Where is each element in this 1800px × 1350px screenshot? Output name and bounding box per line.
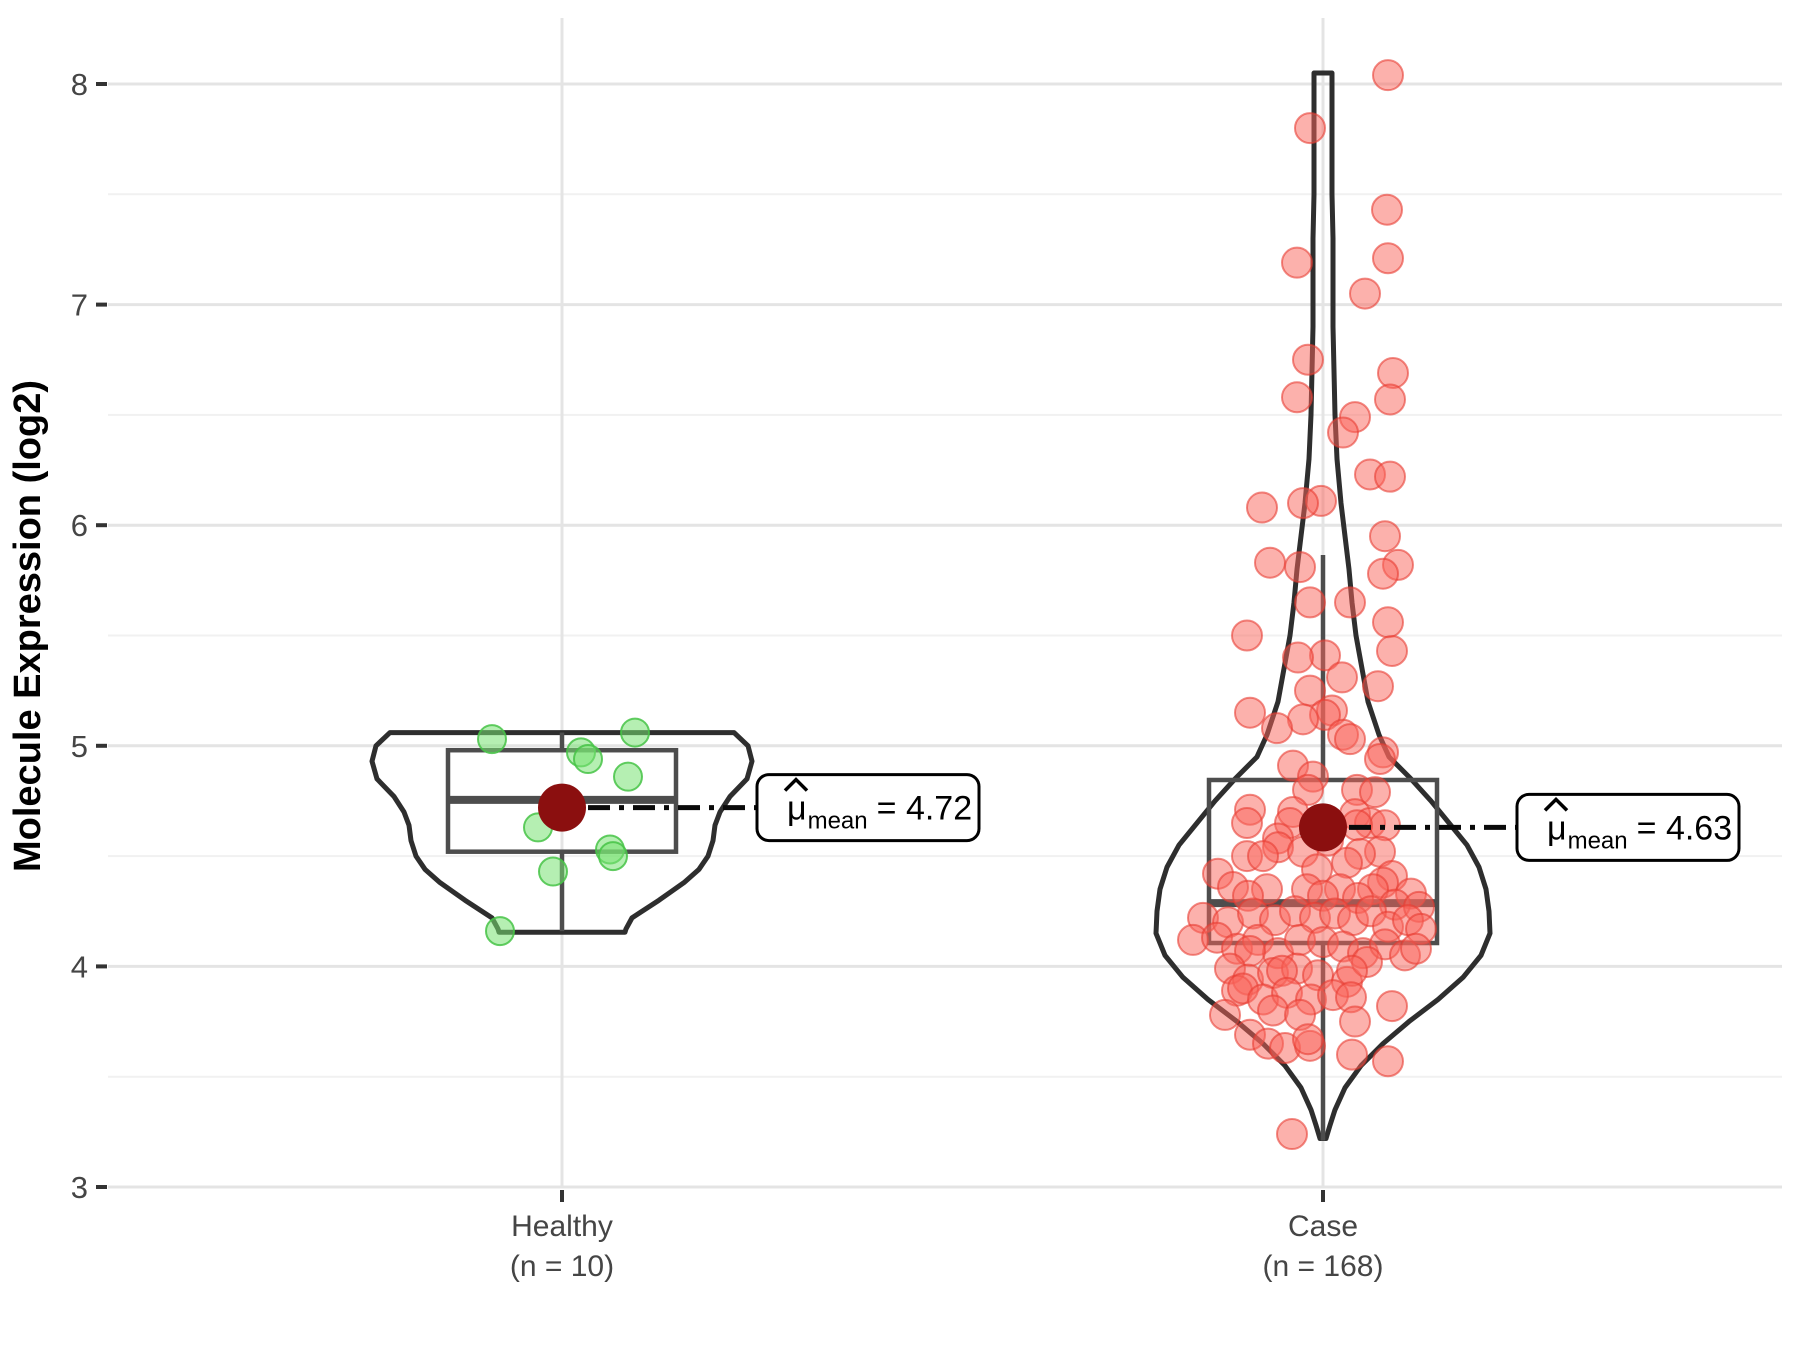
x-axis-sublabel-healthy: (n = 10)	[510, 1250, 614, 1283]
x-axis-label-healthy: Healthy	[511, 1210, 613, 1243]
mean-dot-case	[1299, 803, 1347, 852]
annotation-box-case	[1515, 792, 1741, 862]
x-axis-label-case: Case	[1288, 1210, 1358, 1243]
violin-healthy	[369, 730, 755, 935]
jitter-point-case	[1276, 1118, 1308, 1151]
jitter-point-case	[1367, 557, 1399, 590]
mu-hat-icon	[783, 777, 809, 792]
jitter-point-case	[1372, 242, 1404, 275]
jitter-point-case	[1284, 551, 1316, 584]
jitter-point-case	[1374, 460, 1406, 493]
jitter-point-case	[1377, 356, 1409, 389]
jitter-point-case	[1327, 416, 1359, 449]
jitter-point-case	[1364, 743, 1396, 776]
jitter-point-case	[1282, 641, 1314, 674]
jitter-point-healthy	[598, 841, 628, 872]
jitter-point-healthy	[620, 717, 650, 748]
jitter-point-case	[1231, 619, 1263, 652]
jitter-point-case	[1374, 383, 1406, 416]
jitter-point-case	[1376, 634, 1408, 667]
jitter-point-case	[1247, 840, 1279, 873]
jitter-point-case	[1336, 954, 1368, 987]
jitter-point-case	[1326, 661, 1358, 694]
jitter-point-case	[1331, 846, 1363, 879]
jitter-point-case	[1209, 998, 1241, 1031]
jitter-point-case	[1372, 59, 1404, 92]
jitter-point-healthy	[485, 916, 515, 947]
jitter-point-healthy	[538, 856, 568, 887]
jitter-point-case	[1336, 1038, 1368, 1071]
y-tick-label: 6	[71, 508, 88, 543]
jitter-point-case	[1294, 112, 1326, 145]
jitter-point-case	[1231, 807, 1263, 840]
jitter-point-case	[1292, 343, 1324, 376]
jitter-point-case	[1287, 487, 1319, 520]
jitter-point-case	[1257, 994, 1289, 1027]
jitter-point-case	[1362, 670, 1394, 703]
jitter-point-case	[1369, 520, 1401, 553]
jitter-point-case	[1359, 776, 1391, 809]
jitter-point-case	[1234, 696, 1266, 729]
jitter-point-case	[1281, 246, 1313, 279]
jitter-point-healthy	[477, 724, 507, 755]
jitter-point-case	[1339, 1005, 1371, 1038]
jitter-point-healthy	[613, 761, 643, 792]
jitter-point-case	[1372, 606, 1404, 639]
jitter-point-case	[1246, 491, 1278, 524]
jitter-point-healthy	[573, 744, 603, 775]
annotation-text-healthy: μmean = 4.72	[787, 790, 972, 835]
mean-dot-healthy	[538, 783, 586, 832]
jitter-point-case	[1292, 773, 1324, 806]
y-tick-label: 4	[71, 949, 88, 984]
jitter-point-case	[1281, 381, 1313, 414]
jitter-point-case	[1371, 193, 1403, 226]
jitter-point-case	[1334, 586, 1366, 619]
jitter-point-case	[1254, 546, 1286, 579]
jitter-point-case	[1334, 723, 1366, 756]
x-axis-sublabel-case: (n = 168)	[1263, 1250, 1384, 1283]
y-tick-label: 5	[71, 729, 88, 764]
jitter-point-case	[1261, 712, 1293, 745]
mu-hat-icon	[1543, 796, 1569, 812]
y-tick-label: 8	[71, 67, 88, 102]
annotation-box-healthy	[755, 773, 981, 843]
jitter-point-case	[1349, 277, 1381, 310]
y-axis-title: Molecule Expression (log2)	[7, 380, 49, 872]
jitter-point-case	[1376, 990, 1408, 1023]
jitter-point-case	[1292, 1023, 1324, 1056]
y-tick-label: 3	[71, 1170, 88, 1205]
jitter-point-case	[1294, 586, 1326, 619]
annotation-text-case: μmean = 4.63	[1547, 809, 1732, 854]
jitter-point-case	[1400, 932, 1432, 965]
y-tick-label: 7	[71, 288, 88, 323]
jitter-point-case	[1372, 1045, 1404, 1078]
